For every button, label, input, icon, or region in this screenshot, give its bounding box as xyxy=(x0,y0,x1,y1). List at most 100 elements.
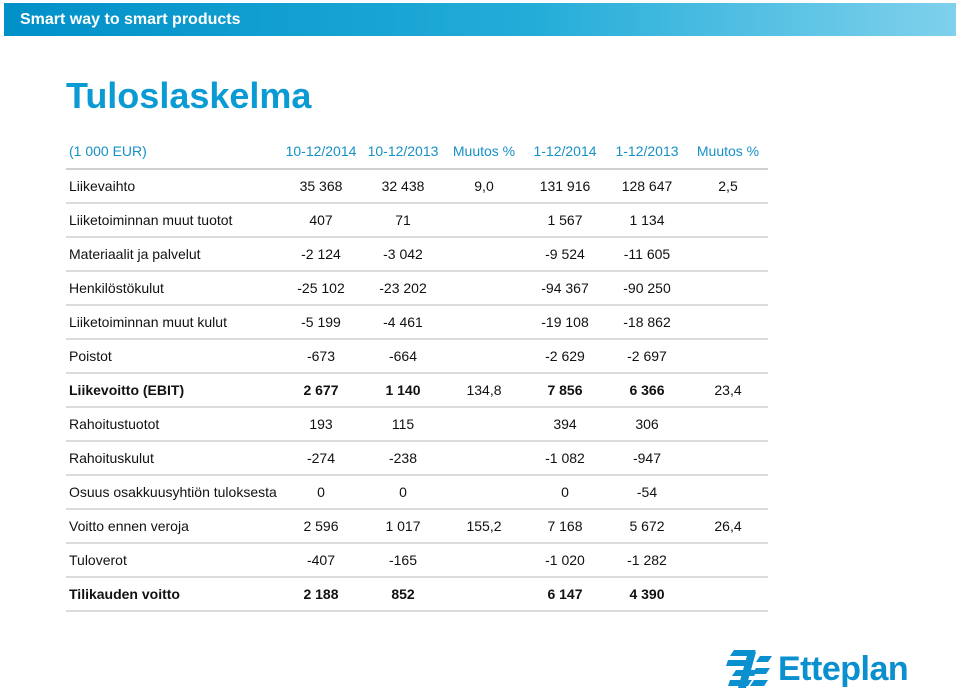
value-cell: 26,4 xyxy=(688,509,768,544)
value-cell: -238 xyxy=(362,441,444,476)
top-banner: Smart way to smart products xyxy=(4,3,956,36)
value-cell xyxy=(444,577,524,612)
header-cell: (1 000 EUR) xyxy=(66,134,280,170)
value-cell xyxy=(444,305,524,340)
value-cell xyxy=(688,407,768,442)
value-cell: -407 xyxy=(280,543,362,578)
header-cell: Muutos % xyxy=(688,134,768,170)
row-label: Voitto ennen veroja xyxy=(66,509,280,544)
logo-wordmark: Etteplan xyxy=(778,650,909,688)
value-cell: -94 367 xyxy=(524,271,606,306)
value-cell: 2 596 xyxy=(280,509,362,544)
value-cell: -11 605 xyxy=(606,237,688,272)
row-label: Henkilöstökulut xyxy=(66,271,280,306)
value-cell: -1 082 xyxy=(524,441,606,476)
value-cell: -18 862 xyxy=(606,305,688,340)
value-cell: 394 xyxy=(524,407,606,442)
value-cell: 4 390 xyxy=(606,577,688,612)
value-cell: 1 567 xyxy=(524,203,606,238)
value-cell: -5 199 xyxy=(280,305,362,340)
value-cell: -54 xyxy=(606,475,688,510)
value-cell: 9,0 xyxy=(444,169,524,204)
table-row: Liikevoitto (EBIT) 2 677 1 140 134,8 7 856 6 … xyxy=(66,373,768,408)
table-row: Liikevaihto 35 368 32 438 9,0 131 916 128 647… xyxy=(66,169,768,204)
value-cell xyxy=(444,271,524,306)
header-cell: Muutos % xyxy=(444,134,524,170)
table-row: Henkilöstökulut -25 102 -23 202 -94 367 -90 … xyxy=(66,271,768,306)
value-cell xyxy=(688,441,768,476)
value-cell: 5 672 xyxy=(606,509,688,544)
row-label: Poistot xyxy=(66,339,280,374)
value-cell: 1 140 xyxy=(362,373,444,408)
table-row: Poistot -673 -664 -2 629 -2 697 xyxy=(66,339,768,374)
table-body: Liikevaihto 35 368 32 438 9,0 131 916 128 647… xyxy=(66,169,768,612)
page-title: Tuloslaskelma xyxy=(66,75,312,116)
value-cell: -274 xyxy=(280,441,362,476)
value-cell: 23,4 xyxy=(688,373,768,408)
value-cell: 32 438 xyxy=(362,169,444,204)
table-row: Materiaalit ja palvelut -2 124 -3 042 -9 52… xyxy=(66,237,768,272)
etteplan-logo-icon xyxy=(726,650,772,688)
value-cell: 0 xyxy=(524,475,606,510)
row-label: Rahoitustuotot xyxy=(66,407,280,442)
value-cell: 407 xyxy=(280,203,362,238)
value-cell: -90 250 xyxy=(606,271,688,306)
header-cell: 10-12/2014 xyxy=(280,134,362,170)
value-cell: -673 xyxy=(280,339,362,374)
value-cell: -4 461 xyxy=(362,305,444,340)
value-cell: 193 xyxy=(280,407,362,442)
table-row: Liiketoiminnan muut kulut -5 199 -4 461 -19… xyxy=(66,305,768,340)
value-cell xyxy=(688,339,768,374)
value-cell xyxy=(444,407,524,442)
row-label: Liikevoitto (EBIT) xyxy=(66,373,280,408)
value-cell: 0 xyxy=(280,475,362,510)
value-cell: 71 xyxy=(362,203,444,238)
value-cell: -2 124 xyxy=(280,237,362,272)
table-row: Liiketoiminnan muut tuotot 407 71 1 567 1 13… xyxy=(66,203,768,238)
value-cell xyxy=(444,475,524,510)
value-cell: 6 147 xyxy=(524,577,606,612)
value-cell: -947 xyxy=(606,441,688,476)
table-row: Voitto ennen veroja 2 596 1 017 155,2 7 168 5… xyxy=(66,509,768,544)
value-cell: 134,8 xyxy=(444,373,524,408)
value-cell: -25 102 xyxy=(280,271,362,306)
value-cell: 128 647 xyxy=(606,169,688,204)
value-cell: 2 677 xyxy=(280,373,362,408)
etteplan-logo: Etteplan xyxy=(726,644,936,696)
header-cell: 1-12/2014 xyxy=(524,134,606,170)
row-label: Liikevaihto xyxy=(66,169,280,204)
value-cell: 306 xyxy=(606,407,688,442)
value-cell: -2 697 xyxy=(606,339,688,374)
value-cell: 115 xyxy=(362,407,444,442)
value-cell: -165 xyxy=(362,543,444,578)
table-row: Rahoitustuotot 193 115 394 306 xyxy=(66,407,768,442)
value-cell: 1 134 xyxy=(606,203,688,238)
table-row: Osuus osakkuusyhtiön tuloksesta 0 0 0 -54 xyxy=(66,475,768,510)
value-cell: -2 629 xyxy=(524,339,606,374)
table-header-row: (1 000 EUR) 10-12/2014 10-12/2013 Muutos… xyxy=(66,134,768,170)
row-label: Tuloverot xyxy=(66,543,280,578)
value-cell: 35 368 xyxy=(280,169,362,204)
value-cell: -664 xyxy=(362,339,444,374)
value-cell: -23 202 xyxy=(362,271,444,306)
header-cell: 1-12/2013 xyxy=(606,134,688,170)
value-cell: 2,5 xyxy=(688,169,768,204)
value-cell: 6 366 xyxy=(606,373,688,408)
value-cell: -19 108 xyxy=(524,305,606,340)
value-cell xyxy=(444,203,524,238)
value-cell: 852 xyxy=(362,577,444,612)
value-cell: -9 524 xyxy=(524,237,606,272)
value-cell: -1 282 xyxy=(606,543,688,578)
value-cell xyxy=(444,543,524,578)
value-cell: 0 xyxy=(362,475,444,510)
value-cell xyxy=(688,543,768,578)
value-cell xyxy=(688,475,768,510)
value-cell xyxy=(688,305,768,340)
income-statement-table: (1 000 EUR) 10-12/2014 10-12/2013 Muutos… xyxy=(66,134,768,612)
value-cell: -3 042 xyxy=(362,237,444,272)
value-cell: 131 916 xyxy=(524,169,606,204)
value-cell xyxy=(688,203,768,238)
value-cell: 7 168 xyxy=(524,509,606,544)
value-cell: 1 017 xyxy=(362,509,444,544)
header-cell: 10-12/2013 xyxy=(362,134,444,170)
